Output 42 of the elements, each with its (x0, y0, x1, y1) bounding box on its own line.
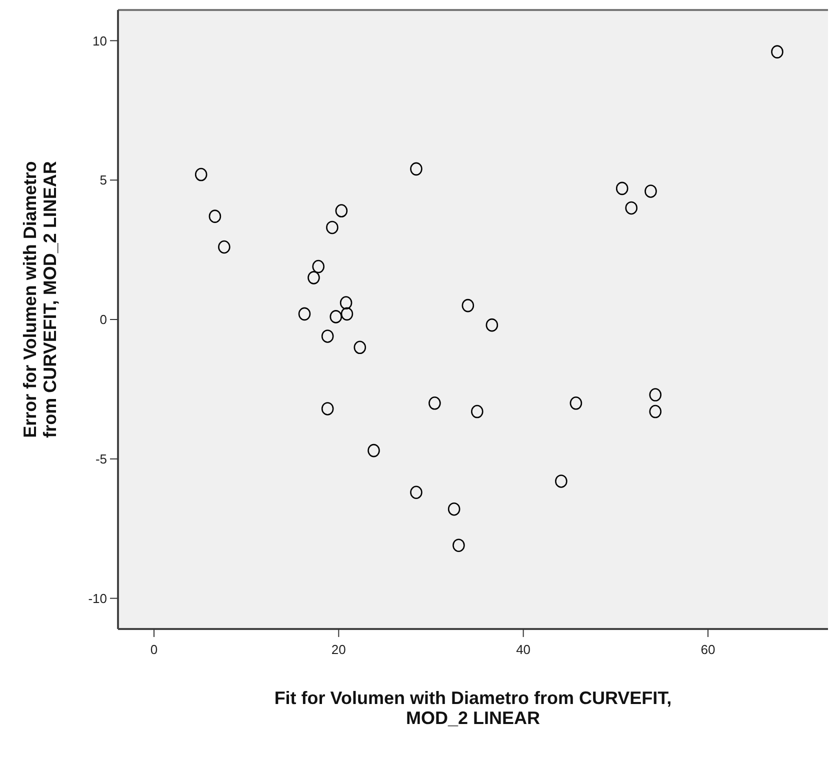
point (326, 220, 338, 234)
point (625, 201, 638, 215)
x-tick-label: 40 (516, 642, 531, 658)
y-tick-label: -10 (88, 590, 107, 606)
point (649, 404, 662, 418)
x-tick-label: 0 (150, 642, 158, 658)
point (308, 271, 320, 284)
y-axis-title: Error for Volumen with Diametro from CURVEFIT, MOD_2 LINEAR (20, 161, 60, 438)
point (644, 184, 657, 198)
point (555, 474, 568, 488)
y-tick-label: 10 (92, 33, 107, 48)
point (340, 307, 354, 321)
point (194, 168, 208, 182)
point (354, 340, 366, 354)
point (340, 296, 352, 310)
point (208, 210, 222, 223)
point (570, 396, 582, 410)
point (452, 538, 465, 552)
point (321, 330, 334, 343)
point (462, 298, 474, 312)
point (218, 240, 230, 254)
x-tick-label: 20 (331, 642, 346, 658)
point (448, 502, 460, 516)
point (321, 402, 334, 416)
point (471, 404, 484, 418)
y-tick-label: 0 (100, 312, 107, 328)
point (312, 260, 324, 274)
point (368, 444, 380, 458)
point (771, 45, 784, 58)
point (486, 318, 498, 332)
y-tick-label: 5 (100, 172, 107, 188)
y-tick-label: -5 (95, 452, 107, 467)
point (298, 307, 311, 321)
point (410, 486, 422, 500)
point (410, 162, 422, 176)
point (616, 182, 628, 196)
x-tick-label: 60 (700, 642, 716, 658)
x-axis-title: Fit for Volumen with Diametro from CURVEFIT, MOD_2 LINEAR (274, 688, 672, 728)
point (335, 204, 348, 218)
point (330, 310, 342, 324)
point (649, 388, 662, 402)
point (428, 396, 441, 410)
